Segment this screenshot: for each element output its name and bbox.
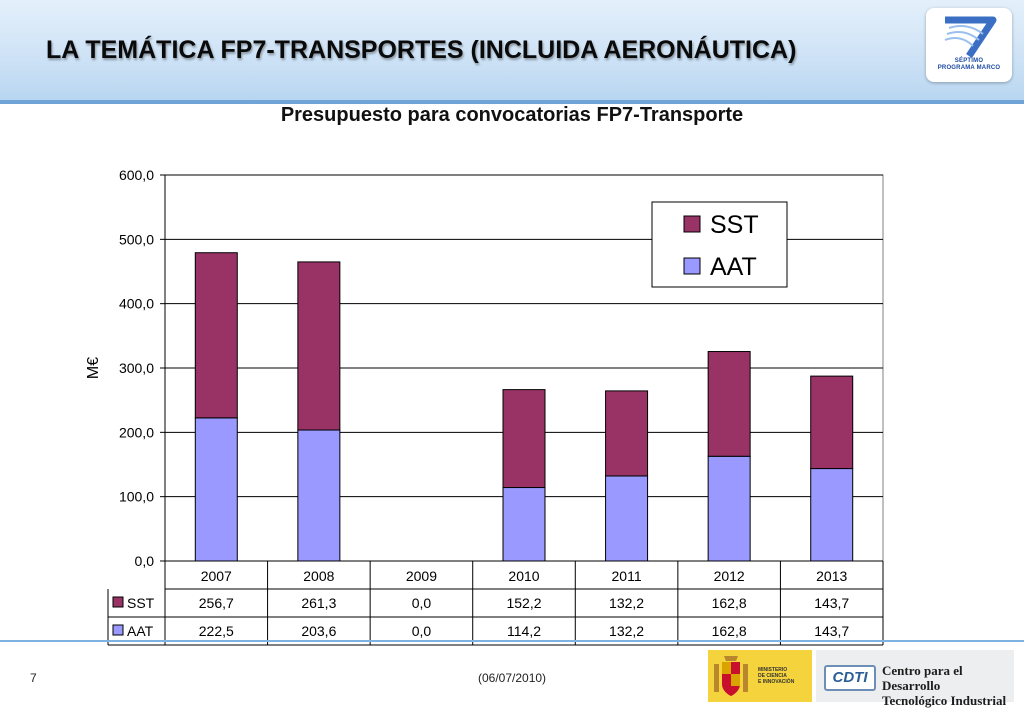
bar-sst-2013 bbox=[810, 375, 854, 470]
legend-swatch-sst bbox=[683, 215, 701, 233]
data-label: 152,2 bbox=[506, 595, 541, 611]
ministerio-text: MINISTERIO DE CIENCIA E INNOVACIÓN bbox=[758, 667, 794, 685]
table-series-label: AAT bbox=[127, 623, 154, 639]
fp7-seven-icon bbox=[944, 16, 997, 58]
fp7-logo-line2: PROGRAMA MARCO bbox=[937, 65, 1001, 71]
ministerio-logo: MINISTERIO DE CIENCIA E INNOVACIÓN bbox=[708, 650, 812, 702]
y-tick-label: 300,0 bbox=[119, 360, 154, 376]
x-tick-label: 2010 bbox=[508, 568, 539, 584]
bar-sst-2010 bbox=[502, 389, 546, 489]
bar-sst-2007 bbox=[194, 252, 238, 419]
fp7-logo-line1: SÉPTIMO bbox=[954, 58, 984, 64]
y-tick-label: 400,0 bbox=[119, 296, 154, 312]
cdti-logo: CDTI Centro para el Desarrollo Tecnológi… bbox=[816, 650, 1014, 708]
x-tick-label: 2013 bbox=[816, 568, 847, 584]
table-series-label: SST bbox=[127, 595, 155, 611]
bar-aat-2007 bbox=[194, 417, 238, 562]
footer-divider bbox=[0, 640, 1024, 642]
data-label: 203,6 bbox=[301, 623, 336, 639]
data-label: 143,7 bbox=[814, 623, 849, 639]
legend-label-aat: AAT bbox=[710, 253, 757, 281]
x-tick-label: 2008 bbox=[303, 568, 334, 584]
cdti-text: Centro para el Desarrollo Tecnológico In… bbox=[882, 663, 1014, 708]
bar-sst-2012 bbox=[707, 351, 751, 457]
budget-chart: 0,0 100,0 200,0 300,0 400,0 500,0 600,0 M€ SST AA… bbox=[85, 167, 884, 646]
chart-title: Presupuesto para convocatorias FP7-Trans… bbox=[280, 104, 744, 126]
data-label: 261,3 bbox=[301, 595, 336, 611]
cdti-mark: CDTI bbox=[824, 665, 876, 691]
bar-aat-2013 bbox=[810, 468, 854, 562]
y-tick-label: 200,0 bbox=[119, 424, 154, 440]
cdti-line-1: Centro para el Desarrollo bbox=[882, 663, 963, 693]
data-label: 132,2 bbox=[609, 595, 644, 611]
fp7-logo: SÉPTIMO PROGRAMA MARCO bbox=[926, 8, 1012, 82]
data-label: 162,8 bbox=[712, 623, 747, 639]
footer-date: (06/07/2010) bbox=[478, 671, 547, 685]
x-tick-label: 2011 bbox=[612, 568, 642, 584]
data-label: 222,5 bbox=[199, 623, 234, 639]
ministerio-line-2: DE CIENCIA bbox=[758, 673, 787, 679]
ministerio-line-1: MINISTERIO bbox=[758, 667, 788, 673]
table-swatch-sst bbox=[112, 596, 124, 608]
slide-title: LA TEMÁTICA FP7-TRANSPORTES (INCLUIDA AE… bbox=[46, 36, 797, 64]
data-label: 132,2 bbox=[609, 623, 644, 639]
legend-swatch-aat bbox=[683, 257, 701, 275]
data-label: 256,7 bbox=[199, 595, 234, 611]
bar-sst-2011 bbox=[605, 390, 649, 477]
x-tick-label: 2007 bbox=[201, 568, 232, 584]
x-tick-label: 2012 bbox=[714, 568, 745, 584]
ministerio-line-3: E INNOVACIÓN bbox=[758, 679, 795, 685]
y-axis-label: M€ bbox=[85, 357, 102, 379]
bar-aat-2010 bbox=[502, 487, 546, 562]
legend-box bbox=[651, 201, 788, 288]
y-tick-label: 500,0 bbox=[119, 231, 154, 247]
y-tick-label: 0,0 bbox=[135, 553, 155, 569]
table-swatch-aat bbox=[112, 624, 124, 636]
bar-aat-2011 bbox=[605, 475, 649, 562]
legend-label-sst: SST bbox=[710, 211, 759, 239]
bar-aat-2008 bbox=[297, 429, 341, 562]
coat-of-arms-icon bbox=[714, 656, 748, 696]
slide-header: LA TEMÁTICA FP7-TRANSPORTES (INCLUIDA AE… bbox=[0, 0, 1024, 104]
data-label: 0,0 bbox=[412, 595, 432, 611]
data-label: 0,0 bbox=[412, 623, 432, 639]
data-label: 114,2 bbox=[507, 623, 541, 639]
x-tick-label: 2009 bbox=[406, 568, 437, 584]
data-label: 162,8 bbox=[712, 595, 747, 611]
page-number: 7 bbox=[30, 671, 37, 685]
data-label: 143,7 bbox=[814, 595, 849, 611]
y-tick-label: 100,0 bbox=[119, 489, 154, 505]
bar-aat-2012 bbox=[707, 455, 751, 562]
bar-sst-2008 bbox=[297, 261, 341, 431]
y-tick-label: 600,0 bbox=[119, 167, 154, 183]
cdti-line-2: Tecnológico Industrial bbox=[882, 693, 1007, 708]
